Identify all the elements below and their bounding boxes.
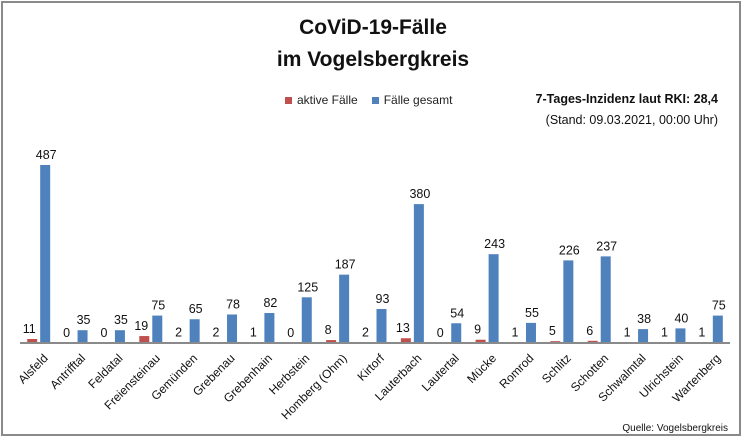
data-label-total: 65 bbox=[189, 302, 203, 316]
legend-label-total: Fälle gesamt bbox=[383, 93, 453, 107]
bar-total bbox=[77, 330, 88, 343]
bar-total bbox=[600, 256, 611, 343]
bar-total bbox=[525, 322, 536, 343]
bar-total bbox=[451, 323, 462, 343]
data-label-active: 11 bbox=[23, 322, 36, 336]
chart-frame bbox=[1, 1, 741, 436]
bar-total bbox=[301, 297, 312, 343]
category-label: Lautertal bbox=[419, 351, 462, 394]
data-label-active: 0 bbox=[100, 326, 107, 340]
bar-active bbox=[27, 338, 38, 343]
data-label-total: 78 bbox=[226, 297, 240, 311]
category-label: Schlitz bbox=[539, 351, 574, 386]
data-label-total: 380 bbox=[409, 187, 430, 201]
bar-total bbox=[189, 319, 200, 343]
category-label: Romrod bbox=[496, 351, 536, 391]
data-label-total: 75 bbox=[151, 299, 165, 313]
bar-total bbox=[114, 330, 125, 343]
legend-label-active: aktive Fälle bbox=[297, 93, 358, 107]
chart-title: CoViD-19-Fälle bbox=[299, 16, 447, 39]
data-label-active: 1 bbox=[661, 326, 668, 340]
bar-total bbox=[675, 328, 686, 343]
data-label-active: 2 bbox=[175, 325, 182, 339]
data-label-total: 82 bbox=[263, 296, 277, 310]
data-label-total: 125 bbox=[297, 280, 318, 294]
data-label-total: 40 bbox=[674, 311, 688, 325]
data-label-active: 5 bbox=[549, 324, 556, 338]
data-label-total: 35 bbox=[114, 313, 128, 327]
category-label: Kirtorf bbox=[355, 351, 388, 384]
data-label-active: 13 bbox=[396, 321, 410, 335]
data-label-total: 187 bbox=[335, 258, 356, 272]
data-label-total: 75 bbox=[712, 299, 726, 313]
data-label-active: 19 bbox=[134, 319, 148, 333]
category-label: Antrifftal bbox=[47, 351, 88, 392]
data-label-total: 487 bbox=[36, 148, 57, 162]
data-label-active: 2 bbox=[213, 325, 220, 339]
category-label: Homberg (Ohm) bbox=[278, 351, 349, 422]
bar-total bbox=[376, 309, 387, 343]
bar-total bbox=[413, 204, 424, 343]
bar-active bbox=[326, 340, 337, 343]
data-label-active: 6 bbox=[586, 324, 593, 338]
bar-total bbox=[40, 165, 51, 343]
bar-total bbox=[563, 260, 574, 343]
data-label-active: 1 bbox=[250, 326, 257, 340]
data-label-active: 0 bbox=[287, 326, 294, 340]
data-label-active: 9 bbox=[474, 323, 481, 337]
data-label-active: 0 bbox=[63, 326, 70, 340]
data-label-active: 8 bbox=[325, 323, 332, 337]
data-label-total: 55 bbox=[525, 306, 539, 320]
data-label-total: 54 bbox=[450, 306, 464, 320]
legend-swatch-total bbox=[371, 96, 379, 104]
legend: aktive Fälle Fälle gesamt bbox=[285, 93, 452, 107]
data-label-active: 0 bbox=[437, 326, 444, 340]
data-label-active: 1 bbox=[511, 326, 518, 340]
bar-total bbox=[227, 314, 238, 343]
bar-total bbox=[152, 315, 163, 343]
bar-active bbox=[587, 340, 598, 343]
data-label-total: 226 bbox=[559, 243, 580, 257]
data-label-total: 243 bbox=[484, 237, 505, 251]
incidence-label: 7-Tages-Inzidenz laut RKI: 28,4 bbox=[535, 92, 718, 106]
bar-active bbox=[139, 336, 150, 343]
data-label-total: 237 bbox=[596, 239, 617, 253]
stand-label: (Stand: 09.03.2021, 00:00 Uhr) bbox=[545, 113, 718, 127]
bar-total bbox=[488, 254, 499, 343]
bar-total bbox=[264, 313, 275, 343]
data-label-total: 38 bbox=[637, 312, 651, 326]
bar-total bbox=[638, 329, 649, 343]
category-label: Alsfeld bbox=[15, 351, 50, 386]
bar-total bbox=[712, 315, 723, 343]
data-label-active: 2 bbox=[362, 325, 369, 339]
legend-swatch-active bbox=[285, 96, 292, 104]
source-label: Quelle: Vogelsbergkreis bbox=[622, 423, 728, 434]
data-label-total: 93 bbox=[376, 292, 390, 306]
bar-total bbox=[339, 274, 350, 343]
data-label-active: 1 bbox=[698, 326, 705, 340]
data-label-active: 1 bbox=[624, 326, 631, 340]
category-label: Mücke bbox=[464, 351, 499, 386]
bar-active bbox=[400, 338, 411, 343]
chart-subtitle: im Vogelsbergkreis bbox=[276, 48, 470, 71]
bar-active bbox=[475, 339, 486, 343]
data-label-total: 35 bbox=[77, 313, 91, 327]
